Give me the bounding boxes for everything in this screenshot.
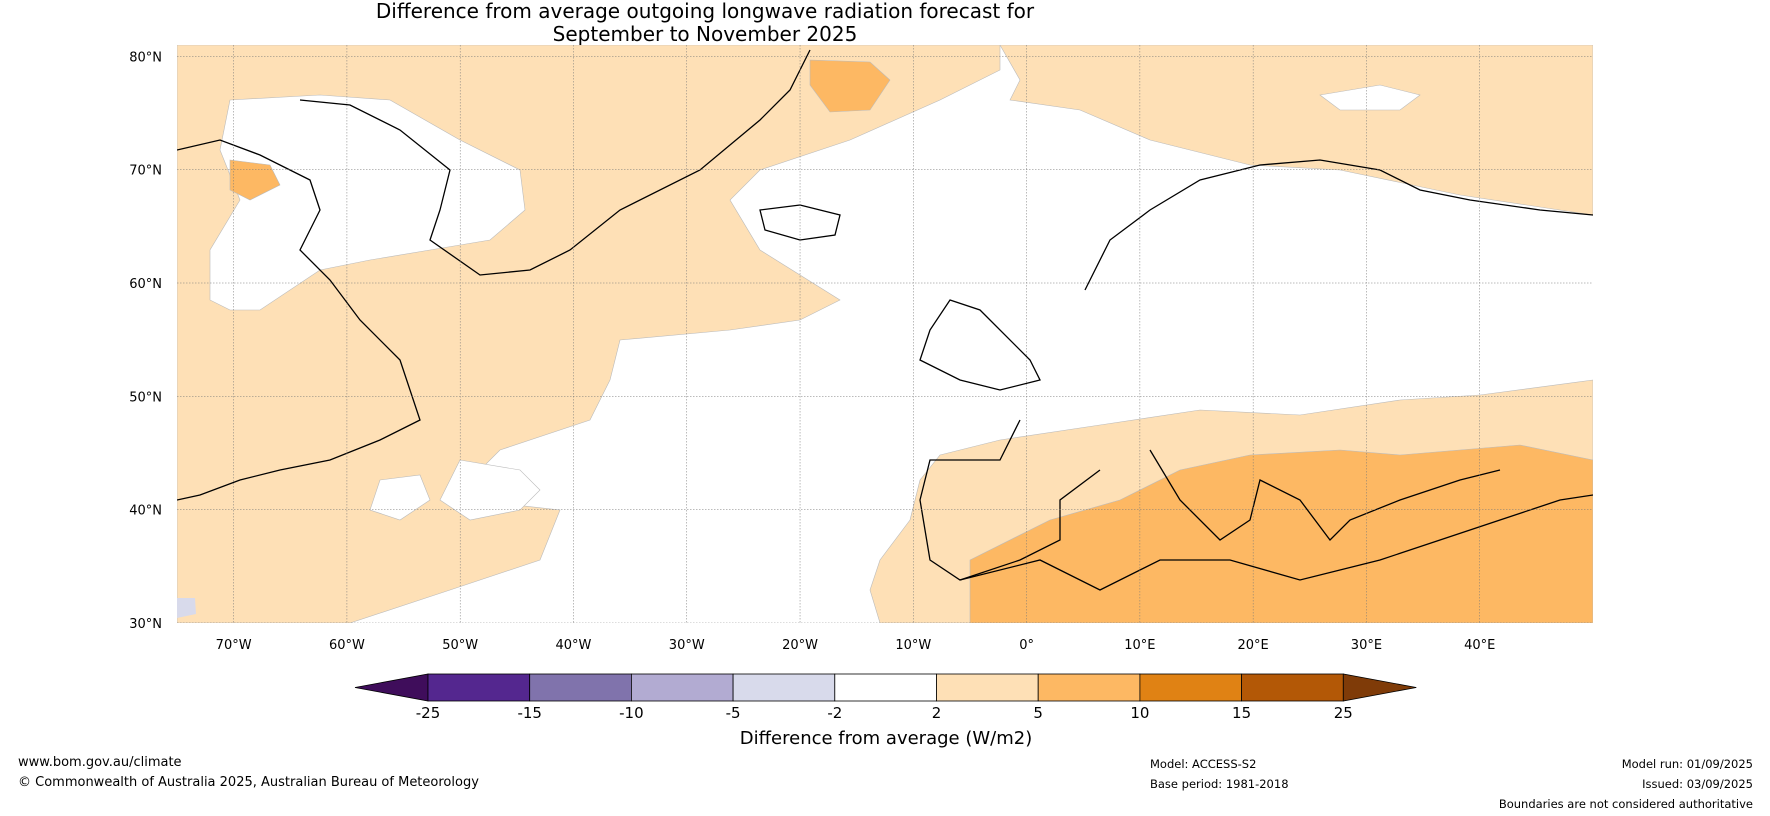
- neutral-region-north-sea: [1319, 84, 1421, 111]
- coastline-iberia: [919, 419, 1101, 581]
- lon-label: 30°E: [1351, 638, 1382, 653]
- lat-label: 60°N: [129, 277, 162, 292]
- colorbar-swatch: [1037, 673, 1141, 702]
- lat-label: 70°N: [129, 164, 162, 179]
- lon-label: 10°W: [895, 638, 931, 653]
- colorbar-extend-high: [1342, 673, 1417, 702]
- colorbar-tick-label: 25: [1334, 704, 1353, 722]
- title-line-1: Difference from average outgoing longwav…: [375, 0, 1035, 23]
- coastlines: [177, 49, 1593, 591]
- colorbar-tick-label: 15: [1232, 704, 1251, 722]
- coastline-greenland: [299, 49, 811, 276]
- anomaly-region-mediterranean: [969, 444, 1593, 623]
- map-panel: [177, 45, 1593, 623]
- colorbar-tick-labels: -25 -15 -10 -5 -2 2 5 10 15 25: [416, 704, 1353, 722]
- coastline-scandinavia: [1084, 159, 1593, 291]
- anomaly-region-baffin: [229, 159, 281, 201]
- lon-label: 70°W: [216, 638, 252, 653]
- lat-label: 30°N: [129, 617, 162, 632]
- colorbar-swatch: [1241, 673, 1344, 702]
- colorbar-swatch: [834, 673, 937, 702]
- neutral-region-mid-atlantic: [439, 459, 541, 521]
- lon-label: 20°W: [782, 638, 818, 653]
- colorbar: [354, 673, 1417, 702]
- colorbar-tick-label: -5: [726, 704, 741, 722]
- gridlines: [177, 45, 1593, 623]
- colorbar-tick-label: -2: [827, 704, 842, 722]
- colorbar-swatch: [631, 673, 734, 702]
- lon-label: 0°: [1019, 638, 1034, 653]
- anomaly-region-svalbard: [809, 59, 891, 113]
- title-line-2: September to November 2025: [552, 22, 858, 46]
- colorbar-tick-label: 10: [1130, 704, 1149, 722]
- lon-label: 10°E: [1124, 638, 1155, 653]
- colorbar-swatch: [427, 673, 531, 702]
- colorbar-tick-label: -25: [416, 704, 441, 722]
- footer-disclaimer: Boundaries are not considered authoritat…: [1498, 797, 1753, 811]
- lat-label: 50°N: [129, 390, 162, 405]
- map-title: Difference from average outgoing longwav…: [0, 0, 1410, 46]
- lon-label: 20°E: [1238, 638, 1269, 653]
- anomaly-regions-orange: [229, 59, 1593, 623]
- neutral-region-north-africa-coast: [369, 474, 431, 521]
- lon-label: 50°W: [442, 638, 478, 653]
- longitude-labels: 70°W 60°W 50°W 40°W 30°W 20°W 10°W 0° 10°E 20°E 30…: [216, 638, 1496, 653]
- lon-label: 40°W: [556, 638, 592, 653]
- neutral-regions: [209, 84, 1421, 521]
- colorbar-swatch: [1139, 673, 1243, 702]
- colorbar-swatch: [732, 673, 836, 702]
- coastline-north-america: [177, 139, 421, 501]
- footer-model: Model: ACCESS-S2: [1150, 757, 1257, 771]
- latitude-labels: 80°N 70°N 60°N 50°N 40°N 30°N: [129, 50, 162, 632]
- lon-label: 30°W: [669, 638, 705, 653]
- footer-model-run: Model run: 01/09/2025: [1621, 757, 1753, 771]
- colorbar-tick-label: -15: [517, 704, 542, 722]
- lon-label: 60°W: [329, 638, 365, 653]
- colorbar-swatch: [936, 673, 1039, 702]
- colorbar-extend-low: [354, 673, 429, 702]
- footer-website: www.bom.gov.au/climate: [18, 755, 182, 770]
- anomaly-region-north-europe: [999, 45, 1593, 216]
- colorbar-title: Difference from average (W/m2): [739, 728, 1033, 749]
- colorbar-tick-label: 5: [1033, 704, 1043, 722]
- footer-base-period: Base period: 1981-2018: [1150, 777, 1289, 791]
- colorbar-tick-label: 2: [932, 704, 942, 722]
- anomaly-region-lavender: [177, 598, 196, 618]
- neutral-region-greenland: [209, 94, 526, 311]
- coastline-italy-balkans: [1149, 449, 1501, 541]
- coastline-mediterranean: [959, 494, 1593, 591]
- coastline-british-isles: [919, 299, 1041, 391]
- lat-label: 40°N: [129, 504, 162, 519]
- footer-copyright: © Commonwealth of Australia 2025, Austra…: [18, 775, 479, 790]
- lat-label: 80°N: [129, 50, 162, 65]
- colorbar-swatch: [529, 673, 632, 702]
- lon-label: 40°E: [1464, 638, 1495, 653]
- colorbar-tick-label: -10: [619, 704, 644, 722]
- footer-issued: Issued: 03/09/2025: [1642, 777, 1753, 791]
